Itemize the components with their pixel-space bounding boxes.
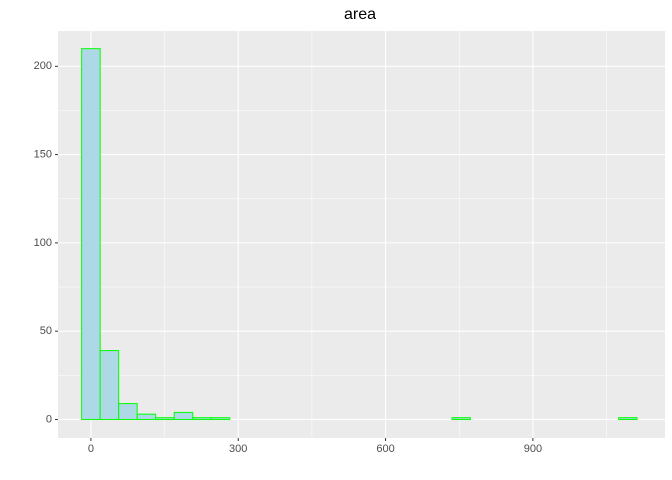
bar (173, 411, 194, 420)
panel (58, 31, 665, 438)
y-tick-label: 100 (34, 237, 52, 249)
x-tick-label: 300 (229, 443, 247, 455)
x-tick-label: 600 (376, 443, 394, 455)
bar (136, 413, 157, 420)
y-tick-label: 150 (34, 149, 52, 161)
bar (155, 417, 175, 420)
bar (618, 417, 638, 420)
bar (81, 48, 101, 420)
x-tick-label: 900 (524, 443, 542, 455)
x-tick-label: 0 (88, 443, 94, 455)
y-tick-label: 200 (34, 60, 52, 72)
bar (451, 417, 471, 420)
chart-title: area (344, 6, 376, 23)
y-tick-label: 0 (46, 413, 52, 425)
bar (99, 350, 120, 420)
bar (192, 417, 212, 420)
bar (210, 417, 231, 420)
y-tick-label: 50 (40, 325, 52, 337)
bar (118, 403, 138, 420)
